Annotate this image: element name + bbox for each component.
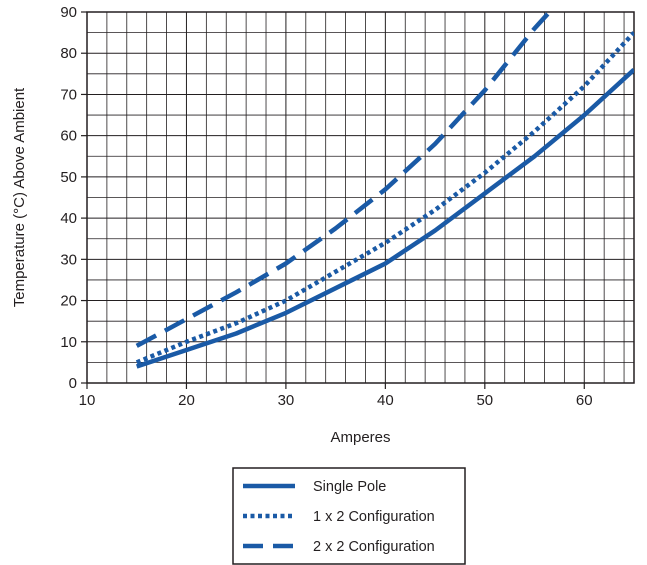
- y-tick-label: 40: [60, 210, 77, 227]
- legend-label: 1 x 2 Configuration: [313, 509, 435, 525]
- legend-label: 2 x 2 Configuration: [313, 539, 435, 555]
- series-lines: [135, 12, 634, 369]
- legend: Single Pole 1 x 2 Configuration 2 x 2 Conf…: [232, 467, 466, 565]
- x-tick-label: 30: [278, 392, 295, 409]
- y-tick-label: 30: [60, 251, 77, 268]
- legend-label: Single Pole: [313, 479, 386, 495]
- x-tick-label: 50: [476, 392, 493, 409]
- x-tick-label: 10: [79, 392, 96, 409]
- y-tick-label: 20: [60, 293, 77, 310]
- x-tick-label: 20: [178, 392, 195, 409]
- y-tick-label: 70: [60, 86, 77, 103]
- x-axis-label: Amperes: [330, 429, 390, 446]
- series-line-solid: [135, 68, 634, 369]
- x-tick-label: 60: [576, 392, 593, 409]
- y-tick-label: 50: [60, 169, 77, 186]
- series-line-dashed: [135, 12, 552, 348]
- y-tick-label: 80: [60, 45, 77, 62]
- x-tick-label: 40: [377, 392, 394, 409]
- y-axis-label: Temperature (°C) Above Ambient: [11, 87, 28, 307]
- y-tick-label: 90: [60, 4, 77, 21]
- y-tick-label: 10: [60, 334, 77, 351]
- y-tick-label: 60: [60, 128, 77, 145]
- plot-area-frame: [86, 11, 635, 384]
- y-tick-label: 0: [69, 375, 77, 392]
- chart-grid: [87, 12, 634, 383]
